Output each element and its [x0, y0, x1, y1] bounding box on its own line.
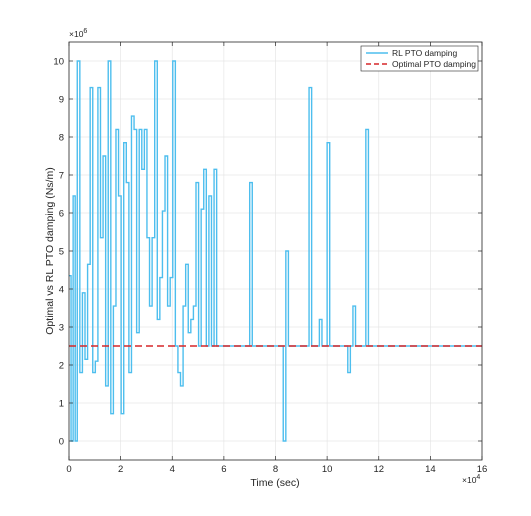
y-tick-label: 1: [59, 399, 64, 410]
y-tick-label: 4: [59, 285, 64, 296]
y-tick-label: 3: [59, 323, 64, 334]
x-tick-label: 10: [322, 464, 333, 475]
x-exponent-power: 4: [476, 474, 480, 481]
x-tick-label: 12: [373, 464, 384, 475]
legend-label-rl: RL PTO damping: [392, 48, 457, 58]
y-tick-label: 0: [59, 437, 64, 448]
x-tick-label: 2: [118, 464, 123, 475]
x-tick-label: 8: [273, 464, 278, 475]
series-layer: [69, 60, 482, 442]
legend-box: [360, 45, 479, 72]
y-exponent-power: 6: [83, 28, 87, 35]
x-tick-label: 0: [66, 464, 71, 475]
y-tick-label: 5: [59, 247, 64, 258]
y-tick-label: 6: [59, 209, 64, 220]
legend-label-optimal: Optimal PTO damping: [392, 59, 476, 69]
legend: RL PTO damping Optimal PTO damping: [360, 45, 479, 72]
y-tick-label: 10: [53, 57, 64, 68]
y-exponent-label: ×106: [69, 28, 87, 39]
y-tick-label: 2: [59, 361, 64, 372]
x-tick-label: 14: [425, 464, 436, 475]
x-tick-label: 16: [477, 464, 488, 475]
x-tick-label: 4: [170, 464, 175, 475]
series-rl-pto-damping-line: [69, 60, 482, 442]
x-exponent-label: ×104: [462, 474, 480, 485]
y-axis-label: Optimal vs RL PTO damping (Ns/m): [44, 167, 56, 334]
x-axis-label: Time (sec): [250, 477, 299, 489]
x-tick-label: 6: [221, 464, 226, 475]
y-tick-label: 8: [59, 133, 64, 144]
y-tick-label: 9: [59, 95, 64, 106]
y-tick-label: 7: [59, 171, 64, 182]
